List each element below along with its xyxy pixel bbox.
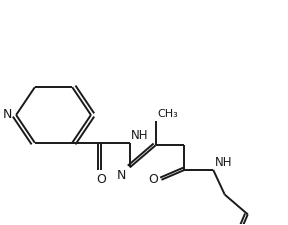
Text: N: N [3,108,12,122]
Text: NH: NH [131,128,149,142]
Text: O: O [96,173,106,186]
Text: NH: NH [215,156,232,169]
Text: N: N [117,169,126,182]
Text: O: O [148,173,158,186]
Text: CH₃: CH₃ [157,109,178,119]
